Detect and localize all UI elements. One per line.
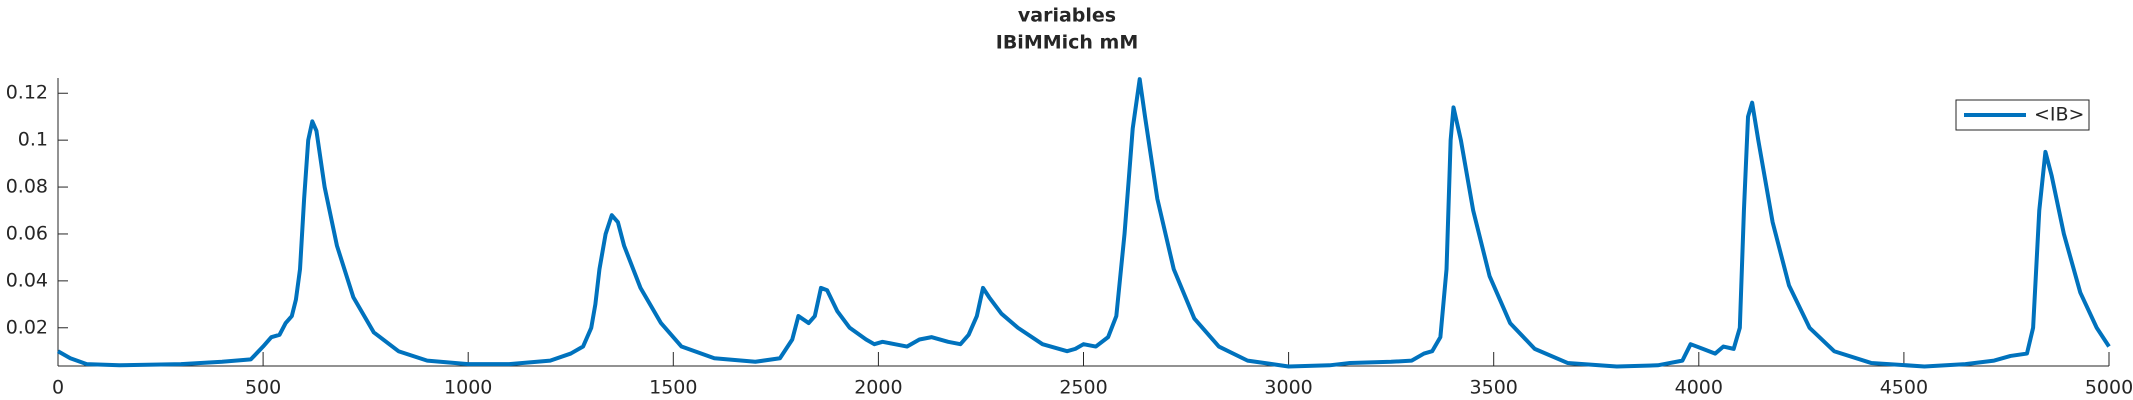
y-tick-label: 0.12 (6, 82, 48, 104)
y-tick-label: 0.02 (6, 316, 48, 338)
x-tick-label: 2000 (854, 377, 902, 399)
x-tick-label: 1000 (444, 377, 492, 399)
x-tick-label: 0 (52, 377, 64, 399)
y-tick-label: 0.08 (6, 176, 48, 198)
legend-label: <IB> (2034, 104, 2084, 126)
x-tick-label: 500 (245, 377, 281, 399)
chart-title: variables (1018, 5, 1116, 27)
y-tick-label: 0.06 (6, 222, 48, 244)
x-tick-label: 4000 (1675, 377, 1723, 399)
y-tick-label: 0.04 (6, 269, 48, 291)
x-tick-label: 3500 (1470, 377, 1518, 399)
x-tick-label: 2500 (1059, 377, 1107, 399)
y-tick-label: 0.1 (18, 129, 48, 151)
x-tick-label: 3000 (1264, 377, 1312, 399)
x-tick-label: 1500 (649, 377, 697, 399)
x-tick-label: 4500 (1880, 377, 1928, 399)
chart-subtitle: IBiMMich mM (996, 32, 1139, 54)
x-tick-label: 5000 (2085, 377, 2133, 399)
data-line (57, 77, 2111, 369)
